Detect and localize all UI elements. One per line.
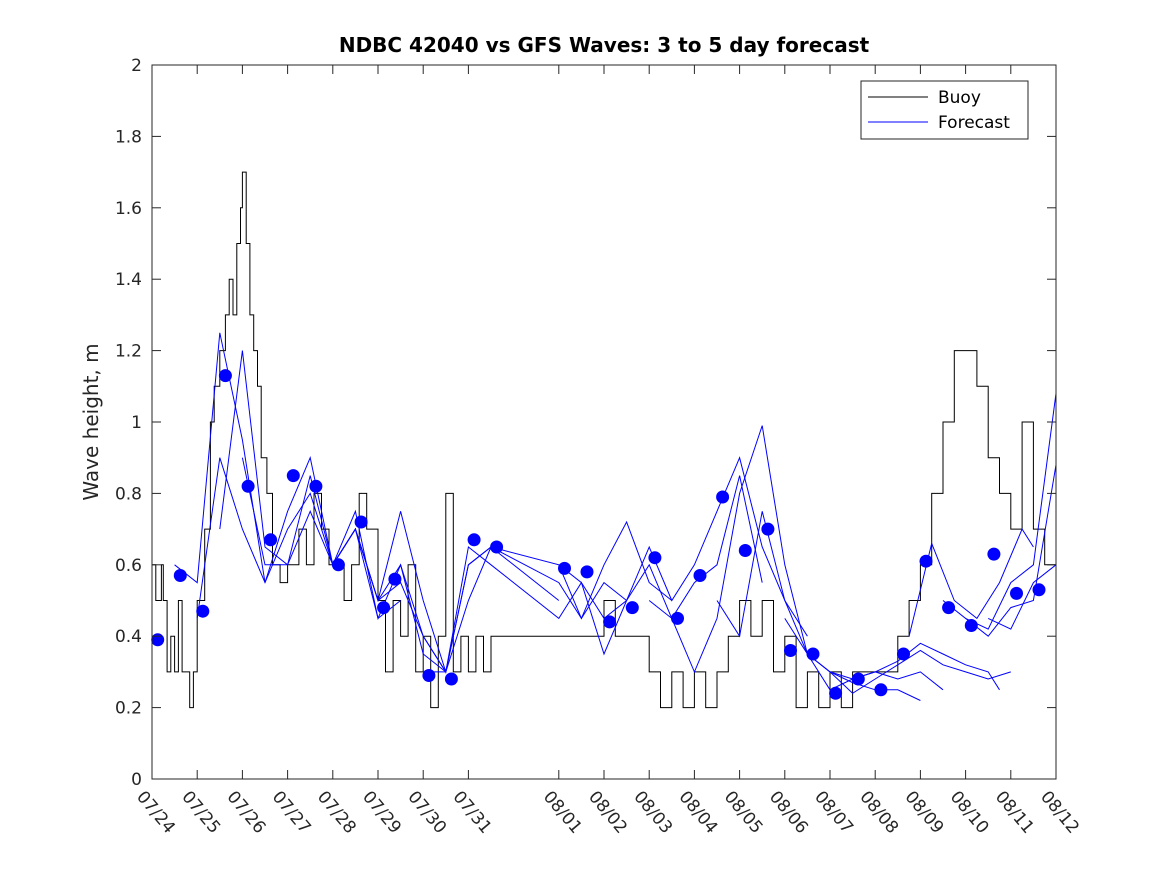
- forecast-series-line-3: [219, 350, 560, 674]
- forecast-marker-12: [422, 669, 436, 682]
- forecast-marker-6: [286, 469, 300, 483]
- x-tick-label: 07/30: [403, 787, 450, 837]
- forecast-marker-0: [151, 633, 165, 647]
- forecast-series-line-7: [558, 456, 808, 637]
- x-tick-label: 07/27: [268, 787, 315, 837]
- x-tick-label: 07/25: [177, 787, 224, 837]
- forecast-series-line-2: [196, 457, 447, 673]
- forecast-marker-11: [388, 572, 402, 586]
- forecast-marker-3: [218, 369, 232, 383]
- forecast-series-line-12: [908, 528, 1034, 637]
- forecast-series-line-1: [174, 332, 401, 620]
- y-axis: 0 0.2 0.4 0.6 0.8 1 1.2 1.4 1.6 1.8 2: [115, 56, 1056, 790]
- x-tick-label: 07/31: [449, 787, 496, 837]
- x-tick-label: 08/03: [629, 787, 676, 837]
- x-tick-label: 08/08: [855, 787, 902, 837]
- forecast-marker-35: [987, 547, 1001, 561]
- x-tick-label: 07/24: [132, 787, 179, 837]
- forecast-marker-26: [784, 644, 797, 657]
- forecast-marker-30: [874, 683, 888, 697]
- y-tick-label: 0: [131, 770, 142, 790]
- y-tick-label: 1.8: [115, 127, 142, 147]
- y-tick-label: 1.6: [115, 199, 142, 219]
- forecast-marker-37: [1032, 583, 1046, 597]
- buoy-series-line: [152, 171, 1056, 709]
- x-tick-label: 08/10: [946, 787, 993, 837]
- forecast-marker-19: [625, 601, 639, 615]
- forecast-marker-15: [490, 540, 504, 554]
- forecast-marker-27: [806, 647, 820, 661]
- y-tick-label: 1: [131, 413, 142, 433]
- x-tick-label: 08/04: [675, 787, 722, 837]
- legend-buoy-label: Buoy: [938, 88, 981, 108]
- forecast-marker-22: [693, 569, 707, 582]
- forecast-marker-10: [377, 601, 391, 615]
- forecast-marker-28: [829, 686, 843, 700]
- forecast-marker-20: [648, 551, 662, 565]
- forecast-series-line-10: [784, 618, 1000, 691]
- forecast-marker-25: [761, 522, 775, 536]
- y-tick-label: 2: [131, 56, 142, 76]
- y-tick-label: 0.2: [115, 699, 142, 719]
- x-tick-label: 08/05: [720, 787, 767, 837]
- forecast-marker-5: [264, 533, 278, 547]
- chart-title: NDBC 42040 vs GFS Waves: 3 to 5 day fore…: [339, 33, 870, 57]
- x-tick-label: 08/02: [584, 787, 631, 837]
- x-tick-label: 08/06: [765, 787, 812, 837]
- forecast-series-line-13: [942, 393, 1057, 630]
- x-tick-label: 08/12: [1036, 787, 1083, 837]
- x-tick-label: 07/28: [313, 787, 360, 837]
- forecast-series-line-4: [241, 457, 627, 674]
- x-tick-label: 08/01: [539, 787, 586, 837]
- y-tick-label: 1.2: [115, 342, 142, 362]
- forecast-marker-2: [196, 604, 210, 618]
- forecast-marker-36: [1010, 586, 1023, 600]
- forecast-series-line-15: [987, 564, 1057, 630]
- x-tick-label: 07/29: [358, 787, 405, 837]
- forecast-marker-33: [942, 601, 956, 615]
- forecast-marker-16: [558, 561, 571, 575]
- legend: Buoy Forecast: [860, 80, 1029, 140]
- forecast-marker-34: [964, 619, 978, 632]
- forecast-marker-21: [671, 611, 684, 625]
- forecast-marker-1: [173, 569, 187, 582]
- y-tick-label: 0.6: [115, 556, 142, 576]
- plot-data: [151, 171, 1057, 709]
- x-tick-label: 08/07: [810, 787, 857, 837]
- y-tick-label: 0.4: [115, 627, 142, 647]
- y-tick-label: 1.4: [115, 270, 142, 290]
- x-tick-label: 07/26: [223, 787, 270, 837]
- x-axis: 07/2407/2507/2607/2707/2807/2907/3007/31…: [132, 65, 1083, 838]
- forecast-marker-29: [851, 672, 865, 686]
- forecast-marker-18: [603, 615, 617, 629]
- forecast-marker-31: [897, 647, 910, 661]
- forecast-marker-8: [331, 558, 345, 572]
- forecast-marker-4: [241, 479, 255, 493]
- forecast-marker-32: [919, 554, 933, 568]
- forecast-series-line-6: [423, 475, 763, 673]
- forecast-series-line-11: [829, 649, 1011, 694]
- forecast-marker-9: [354, 515, 368, 529]
- x-tick-label: 08/09: [901, 787, 948, 837]
- forecast-marker-23: [716, 490, 730, 504]
- legend-forecast-label: Forecast: [938, 113, 1010, 133]
- y-tick-label: 0.8: [115, 484, 142, 504]
- x-tick-label: 08/11: [991, 787, 1038, 837]
- forecast-marker-17: [580, 565, 594, 579]
- y-axis-label: Wave height, m: [79, 343, 103, 500]
- forecast-marker-24: [738, 544, 752, 557]
- forecast-marker-14: [467, 533, 481, 547]
- legend-box: [860, 80, 1029, 140]
- forecast-marker-13: [444, 672, 458, 686]
- forecast-marker-7: [309, 479, 323, 493]
- forecast-series-line-14: [965, 464, 1057, 637]
